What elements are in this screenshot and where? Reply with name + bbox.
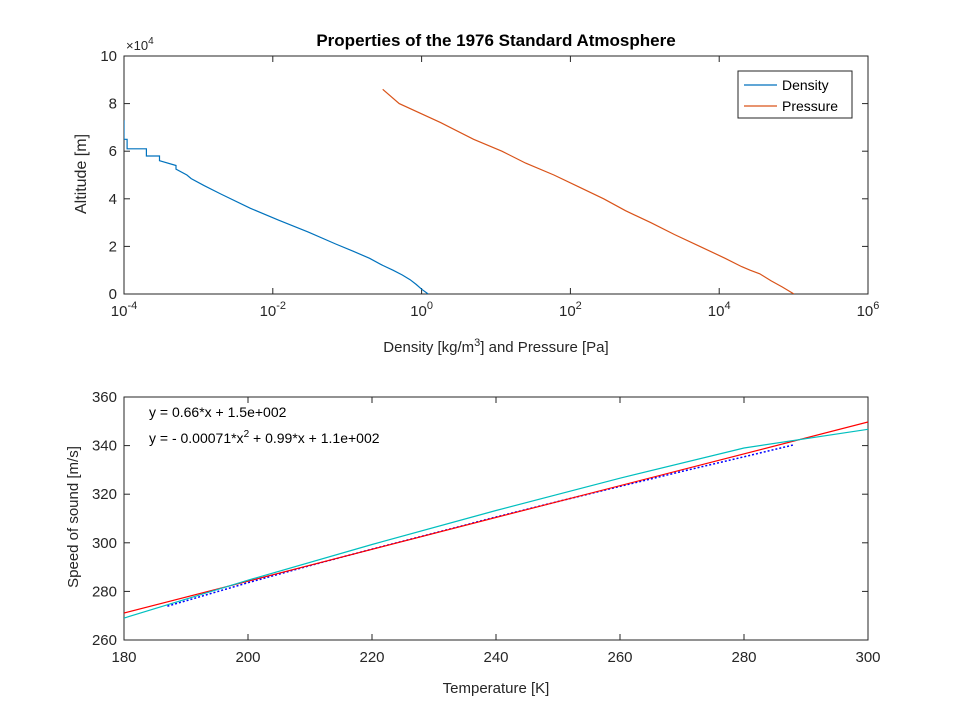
- top-x-tick-label: 102: [559, 300, 582, 320]
- top-x-tick-label-exp: -2: [276, 300, 286, 312]
- top-y-axis-multiplier-base: ×10: [126, 38, 148, 53]
- top-x-tick-label: 10-4: [111, 300, 137, 320]
- top-x-tick-label-base: 10: [708, 303, 725, 320]
- top-x-tick-label: 100: [410, 300, 433, 320]
- top-x-tick-label-exp: 2: [576, 300, 582, 312]
- top-x-tick-label: 10-2: [260, 300, 286, 320]
- bottom-y-tick-label: 360: [92, 389, 117, 406]
- top-y-axis-multiplier: ×104: [126, 36, 154, 53]
- bottom-x-tick-label: 240: [483, 649, 508, 666]
- quadratic-fit-equation-prefix: y = - 0.00071*x: [149, 430, 244, 446]
- top-x-tick-label-exp: 6: [873, 300, 879, 312]
- legend-pressure-label: Pressure: [782, 98, 838, 114]
- bottom-data-line: [167, 444, 794, 607]
- top-x-tick-label-exp: 4: [724, 300, 730, 312]
- chart-title: Properties of the 1976 Standard Atmosphe…: [316, 31, 675, 50]
- top-axes-frame: [123, 55, 869, 295]
- top-x-tick-label: 104: [708, 300, 731, 320]
- bottom-x-axis-label: Temperature [K]: [443, 680, 550, 697]
- top-y-tick-label: 2: [109, 238, 117, 255]
- top-x-axis-label-sup: 3: [474, 337, 480, 349]
- top-y-tick-label: 0: [109, 286, 117, 303]
- bottom-y-tick-label: 260: [92, 632, 117, 649]
- quadratic-fit-equation-suffix: + 0.99*x + 1.1e+002: [249, 430, 380, 446]
- top-x-axis-label: Density [kg/m3] and Pressure [Pa]: [383, 337, 608, 356]
- bottom-x-tick-label: 280: [731, 649, 756, 666]
- bottom-y-tick-label: 300: [92, 535, 117, 552]
- bottom-x-tick-label: 180: [111, 649, 136, 666]
- legend-density-label: Density: [782, 77, 829, 93]
- legend: Density Pressure: [737, 70, 853, 119]
- bottom-x-tick-label: 260: [607, 649, 632, 666]
- linear-fit-equation: y = 0.66*x + 1.5e+002: [149, 404, 287, 420]
- top-x-tick-label-base: 10: [559, 303, 576, 320]
- bottom-y-axis-label: Speed of sound [m/s]: [65, 446, 82, 588]
- top-y-axis-label: Altitude [m]: [73, 134, 90, 214]
- top-y-tick-label: 4: [109, 191, 117, 208]
- top-y-axis-multiplier-exp: 4: [148, 36, 154, 47]
- bottom-x-tick-label: 220: [359, 649, 384, 666]
- top-series-group: [124, 88, 795, 294]
- legend-box: [737, 70, 853, 119]
- top-x-tick-label-exp: 0: [427, 300, 433, 312]
- top-x-tick-label-base: 10: [410, 303, 427, 320]
- bottom-x-tick-label: 200: [235, 649, 260, 666]
- top-x-tick-label-exp: -4: [127, 300, 137, 312]
- bottom-linear-fit-line: [124, 421, 868, 614]
- top-x-axis-label-prefix: Density [kg/m: [383, 339, 474, 356]
- bottom-series-group: [124, 421, 868, 619]
- quadratic-fit-equation: y = - 0.00071*x2 + 0.99*x + 1.1e+002: [149, 429, 380, 446]
- top-x-tick-label-base: 10: [857, 303, 874, 320]
- top-y-tick-label: 8: [109, 96, 117, 113]
- top-y-tick-label: 6: [109, 143, 117, 160]
- top-x-tick-label-base: 10: [260, 303, 277, 320]
- top-density-line: [124, 120, 429, 294]
- top-x-axis-label-suffix: ] and Pressure [Pa]: [480, 339, 608, 356]
- bottom-y-tick-label: 280: [92, 583, 117, 600]
- bottom-quadratic-fit-line: [124, 428, 868, 619]
- top-x-tick-label-base: 10: [111, 303, 128, 320]
- bottom-y-tick-label: 320: [92, 486, 117, 503]
- top-pressure-line: [382, 88, 795, 294]
- bottom-y-tick-label: 340: [92, 438, 117, 455]
- bottom-x-tick-label: 300: [855, 649, 880, 666]
- top-x-tick-label: 106: [857, 300, 880, 320]
- top-y-tick-label: 10: [100, 48, 117, 65]
- quadratic-fit-equation-sup: 2: [244, 429, 250, 440]
